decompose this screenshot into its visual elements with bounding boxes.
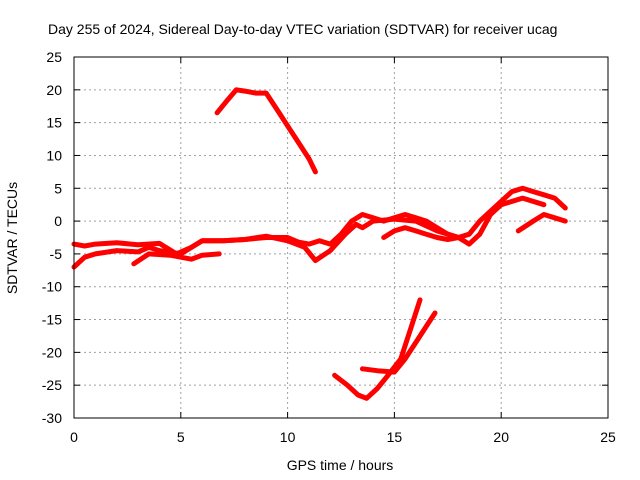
y-tick-label: -10: [42, 279, 62, 295]
y-tick-label: 25: [46, 49, 62, 65]
y-axis-label: SDTVAR / TECUs: [4, 182, 20, 294]
y-tick-label: -25: [42, 377, 62, 393]
x-tick-label: 15: [387, 429, 403, 445]
series-track-high: [214, 87, 318, 175]
series-track-main-3: [131, 251, 222, 267]
series-track-main-4: [381, 225, 461, 242]
x-tick-labels: 0 5 10 15 20 25: [70, 429, 616, 445]
chart-title: Day 255 of 2024, Sidereal Day-to-day VTE…: [48, 21, 557, 37]
y-tick-label: -20: [42, 344, 62, 360]
tick-marks: [73, 56, 609, 419]
series-track-main-2: [71, 195, 547, 270]
x-tick-label: 5: [177, 429, 185, 445]
y-tick-label: -15: [42, 312, 62, 328]
x-axis-label: GPS time / hours: [287, 457, 394, 473]
y-tick-label: 0: [54, 213, 62, 229]
y-tick-label: 20: [46, 82, 62, 98]
x-tick-label: 25: [600, 429, 616, 445]
y-tick-label: 15: [46, 115, 62, 131]
series-track-low-1: [332, 297, 423, 401]
series-track-low-2: [359, 310, 438, 375]
x-tick-label: 10: [280, 429, 296, 445]
series-group: [71, 87, 568, 401]
x-tick-label: 0: [70, 429, 78, 445]
y-tick-label: 5: [54, 180, 62, 196]
y-tick-labels: 25 20 15 10 5 0 -5 -10 -15 -20 -25 -30: [42, 49, 62, 426]
plot-frame: [73, 56, 609, 419]
y-tick-label: 10: [46, 147, 62, 163]
y-tick-label: -5: [50, 246, 63, 262]
grid: [74, 57, 608, 418]
y-tick-label: -30: [42, 410, 62, 426]
x-tick-label: 20: [493, 429, 509, 445]
series-track-main-5: [515, 212, 568, 234]
